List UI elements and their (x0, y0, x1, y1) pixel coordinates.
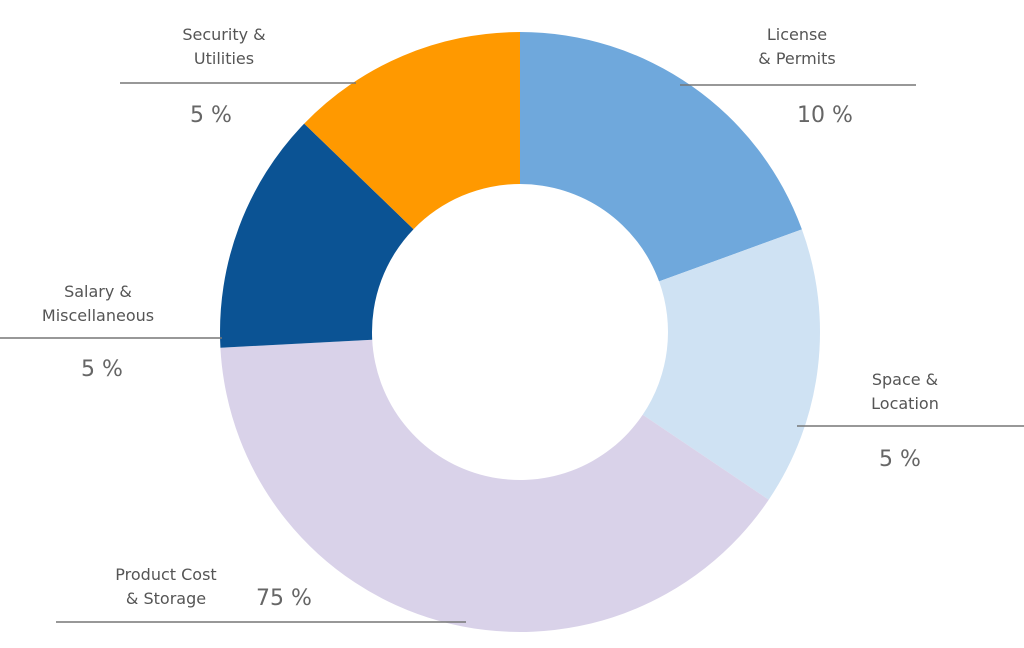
label-line: Salary & (64, 282, 132, 301)
label-line: & Storage (126, 589, 206, 608)
label-line: & Permits (758, 49, 835, 68)
slice-license-permits (520, 32, 802, 282)
value-salary-miscellaneous: 5 % (81, 357, 123, 382)
label-line: Space & (872, 370, 938, 389)
slice-labels: License & Permits 10 % Space & Location 5 % Pr… (42, 25, 939, 611)
slice-product-cost-storage (220, 339, 769, 632)
label-line: License (767, 25, 827, 44)
donut-slices (219, 31, 820, 632)
value-product-cost-storage: 75 % (256, 586, 312, 611)
label-product-cost-storage: Product Cost & Storage (115, 565, 216, 608)
label-salary-miscellaneous: Salary & Miscellaneous (42, 282, 154, 325)
label-line: Miscellaneous (42, 306, 154, 325)
slice-security-utilities (304, 31, 520, 230)
leader-lines (0, 82, 1024, 623)
label-license-permits: License & Permits (758, 25, 835, 68)
label-line: Utilities (194, 49, 254, 68)
slice-space-location (642, 229, 820, 500)
label-line: Security & (182, 25, 265, 44)
value-license-permits: 10 % (797, 103, 853, 128)
value-security-utilities: 5 % (190, 103, 232, 128)
label-line: Product Cost (115, 565, 216, 584)
label-line: Location (871, 394, 939, 413)
value-space-location: 5 % (879, 447, 921, 472)
slice-salary-miscellaneous (219, 123, 414, 348)
label-space-location: Space & Location (871, 370, 939, 413)
label-security-utilities: Security & Utilities (182, 25, 265, 68)
